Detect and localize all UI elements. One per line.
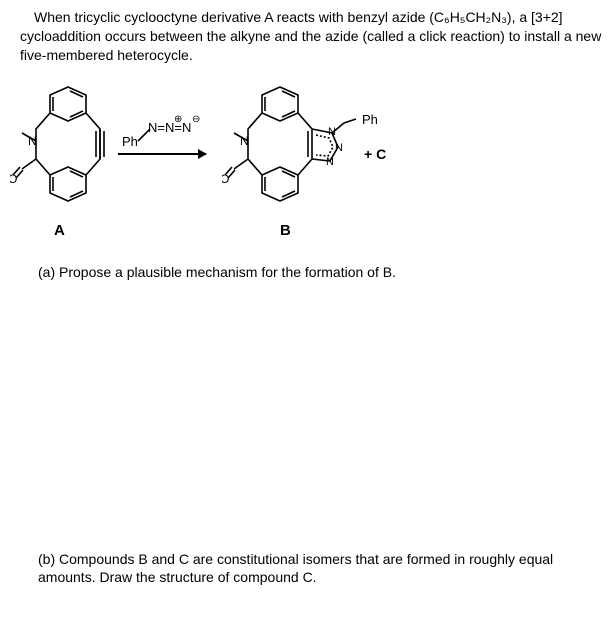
reagent-nnn: N=N=N <box>148 120 191 135</box>
label-b: B <box>280 221 291 241</box>
molecule-b: N O N N N <box>222 81 362 211</box>
molecule-a: N O <box>10 81 114 211</box>
svg-text:O: O <box>10 172 17 186</box>
svg-text:N: N <box>328 126 336 138</box>
workspace-a <box>6 282 605 542</box>
reaction-scheme: N O N=N=N ⊕ ⊖ Ph <box>6 75 605 255</box>
question-a: (a) Propose a plausible mechanism for th… <box>6 263 605 282</box>
svg-text:N: N <box>28 134 37 148</box>
plus-charge-icon: ⊕ <box>174 113 182 127</box>
question-b: (b) Compounds B and C are constitutional… <box>6 550 605 588</box>
label-a: A <box>54 221 65 241</box>
plus-c: + C <box>364 145 386 164</box>
svg-text:N: N <box>240 134 249 148</box>
reagent-bond-icon <box>136 127 154 145</box>
intro-span: When tricyclic cyclooctyne derivative A … <box>20 9 601 63</box>
svg-text:N: N <box>326 156 334 168</box>
reagent-azide: N=N=N ⊕ ⊖ <box>148 119 191 137</box>
svg-text:O: O <box>222 172 229 186</box>
reaction-arrow <box>118 153 206 155</box>
intro-text: When tricyclic cyclooctyne derivative A … <box>6 8 605 65</box>
product-ph: Ph <box>362 111 378 129</box>
minus-charge-icon: ⊖ <box>192 113 200 127</box>
svg-text:N: N <box>335 142 343 154</box>
